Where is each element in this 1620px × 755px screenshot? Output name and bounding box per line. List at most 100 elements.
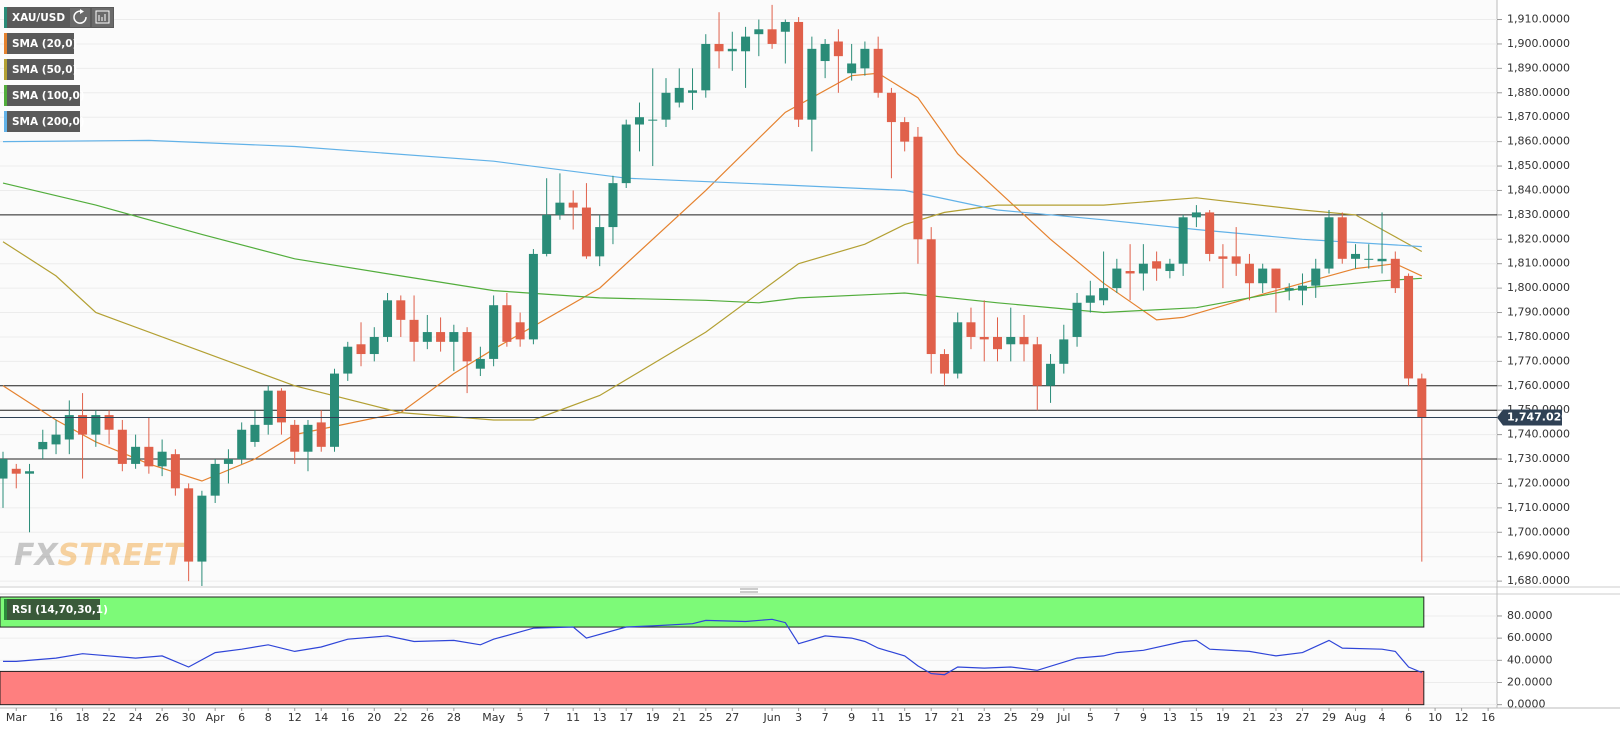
candle-body <box>820 43 830 62</box>
legend-label: RSI (14,70,30,1) <box>12 604 108 616</box>
candle-body <box>475 358 485 369</box>
candle-body <box>727 48 737 52</box>
legend-box <box>4 33 74 54</box>
candle-body <box>1297 285 1307 291</box>
candle-body <box>1032 344 1042 386</box>
candle-body <box>1191 212 1201 218</box>
candle-body <box>1284 288 1294 291</box>
candle-body <box>873 48 883 93</box>
x-tick-label: Jul <box>1056 711 1070 724</box>
candle-body <box>436 332 446 342</box>
candle-body <box>860 48 870 69</box>
y-tick-label: 1,910.0000 <box>1507 13 1570 26</box>
x-tick-label: May <box>482 711 505 724</box>
x-tick-label: 30 <box>182 711 196 724</box>
last-price-tag <box>1497 409 1562 426</box>
plot-layer: 1,680.0000 1,690.0000 1,700.0000 1,710.0000… <box>0 4 1577 724</box>
y-tick-label: 1,720.0000 <box>1507 476 1570 489</box>
candle-body <box>1311 268 1321 286</box>
sma-line <box>2 197 1423 421</box>
candle-body <box>263 390 273 425</box>
x-tick-label: 12 <box>1455 711 1469 724</box>
candle-body <box>741 36 751 52</box>
candle-body <box>542 214 552 254</box>
candle-body <box>489 305 499 359</box>
y-tick-label: 1,860.0000 <box>1507 135 1570 148</box>
candle-body <box>780 21 790 32</box>
indicator-icon[interactable] <box>92 8 113 27</box>
candle-body <box>1244 263 1254 284</box>
candle-body <box>1046 363 1056 386</box>
candle-body <box>1218 256 1228 259</box>
refresh-icon[interactable] <box>70 8 90 27</box>
y-tick-label: 1,890.0000 <box>1507 61 1570 74</box>
candle-body <box>383 300 393 337</box>
candle-body <box>330 373 339 447</box>
candle-body <box>356 344 366 355</box>
drag-handle[interactable] <box>740 588 758 593</box>
candle-body <box>38 441 48 450</box>
y-tick-label: 1,880.0000 <box>1507 86 1570 99</box>
candle-body <box>1059 339 1069 364</box>
x-tick-label: 3 <box>795 711 802 724</box>
candle-body <box>1231 256 1241 264</box>
candle-body <box>1125 271 1135 274</box>
candle-body <box>369 336 379 355</box>
legend-swatch <box>4 599 7 620</box>
x-tick-label: 14 <box>314 711 328 724</box>
candle-body <box>1377 258 1387 262</box>
candle-body <box>1006 336 1016 345</box>
x-tick-label: 26 <box>420 711 434 724</box>
candle-body <box>1165 263 1175 272</box>
x-tick-label: 22 <box>394 711 408 724</box>
x-tick-label: 27 <box>1295 711 1309 724</box>
candle-body <box>1099 288 1109 301</box>
legend-box <box>4 599 100 620</box>
candle-body <box>833 41 843 57</box>
candle-body <box>515 322 525 340</box>
x-tick-label: 4 <box>1379 711 1386 724</box>
y-tick-label: 1,790.0000 <box>1507 306 1570 319</box>
y-tick-label: 80.0000 <box>1507 609 1553 622</box>
oversold-zone <box>0 670 1425 706</box>
candle-body <box>409 319 419 342</box>
candle-body <box>886 92 896 123</box>
candle-body <box>1364 258 1374 260</box>
candle-body <box>913 136 923 240</box>
x-tick-label: 17 <box>619 711 633 724</box>
legend-swatch <box>4 33 7 54</box>
legend-label: SMA (50,0) <box>12 64 77 76</box>
candle-body <box>608 183 618 228</box>
candle-body <box>621 124 631 184</box>
y-tick-label: 1,760.0000 <box>1507 379 1570 392</box>
x-tick-label: 7 <box>1113 711 1120 724</box>
y-tick-label: 1,780.0000 <box>1507 330 1570 343</box>
overbought-zone <box>0 596 1425 628</box>
candle-body <box>1390 258 1400 289</box>
candle-body <box>568 202 578 208</box>
candle-body <box>555 202 565 215</box>
candle-body <box>117 429 127 464</box>
x-tick-label: 27 <box>725 711 739 724</box>
y-tick-label: 0.0000 <box>1507 698 1546 711</box>
candle-body <box>64 415 74 440</box>
x-tick-label: 17 <box>924 711 938 724</box>
y-tick-label: 1,830.0000 <box>1507 208 1570 221</box>
y-tick-label: 1,740.0000 <box>1507 428 1570 441</box>
x-tick-label: 20 <box>367 711 381 724</box>
x-tick-label: 21 <box>672 711 686 724</box>
candle-body <box>900 122 910 142</box>
candle-body <box>462 332 472 362</box>
last-price-label: 1,747.0200 <box>1507 410 1577 423</box>
x-tick-label: 21 <box>1242 711 1256 724</box>
candle-body <box>303 424 313 452</box>
candle-body <box>78 415 88 435</box>
y-tick-label: 20.0000 <box>1507 675 1553 688</box>
x-tick-label: 8 <box>265 711 272 724</box>
x-tick-label: 16 <box>341 711 355 724</box>
watermark-part: STREET <box>58 538 187 573</box>
candle-body <box>1152 261 1162 269</box>
candle-body <box>1324 217 1334 269</box>
x-tick-label: 19 <box>646 711 660 724</box>
x-tick-label: Jun <box>762 711 780 724</box>
